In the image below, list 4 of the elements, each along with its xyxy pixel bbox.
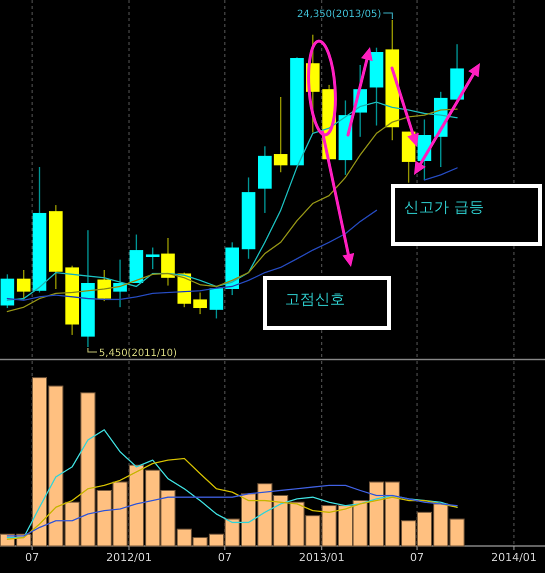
annotation: 신고가 급등 xyxy=(404,198,484,216)
annotation: 고점신호 xyxy=(285,290,345,308)
annotation: 24,350(2013/05) xyxy=(296,9,382,20)
annotation: 5,450(2011/10) xyxy=(98,348,177,359)
